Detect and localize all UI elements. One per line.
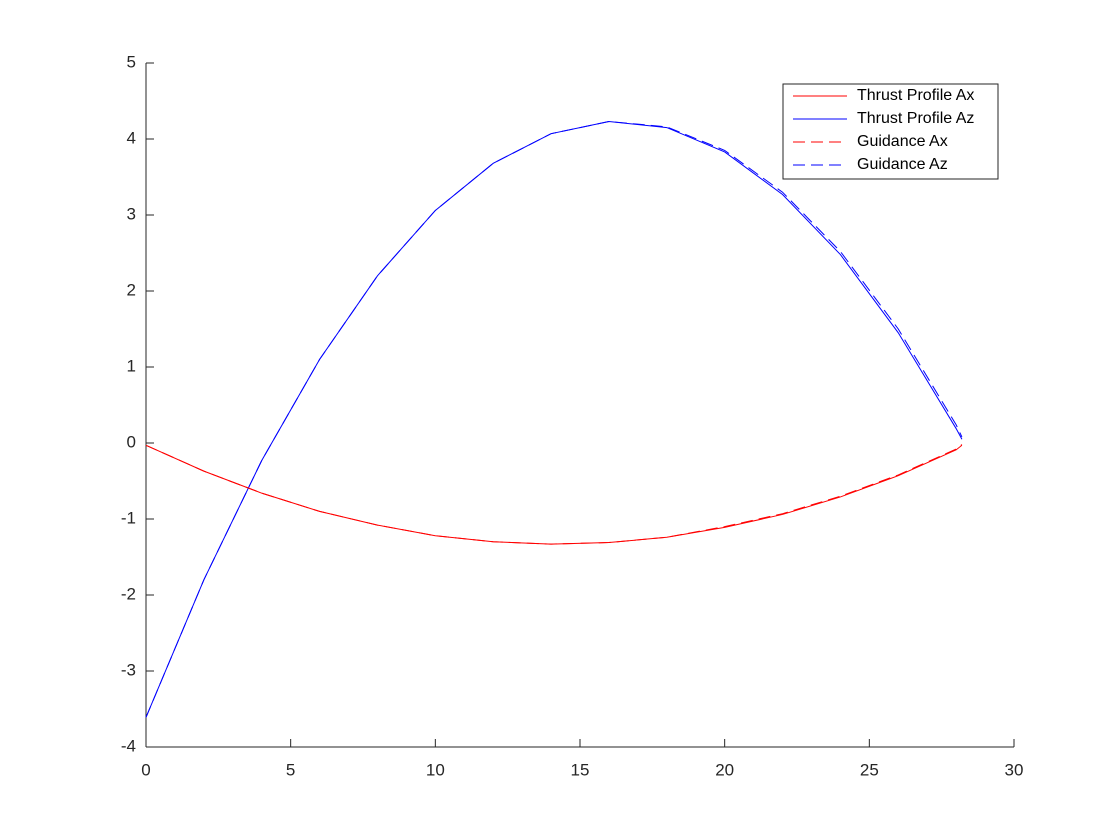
- legend-label: Thrust Profile Az: [857, 110, 974, 127]
- y-tick-label: -1: [121, 508, 136, 527]
- legend-label: Guidance Ax: [857, 133, 948, 150]
- y-tick-label: 3: [127, 204, 136, 223]
- x-tick-label: 20: [715, 760, 734, 779]
- legend-box: [782, 83, 999, 180]
- legend-label: Thrust Profile Ax: [857, 87, 974, 104]
- y-tick-label: 0: [127, 432, 136, 451]
- series-line: [145, 121, 963, 718]
- x-tick-label: 25: [860, 760, 879, 779]
- y-tick-label: -3: [121, 660, 136, 679]
- y-tick-label: 2: [127, 280, 136, 299]
- y-tick-label: 5: [127, 52, 136, 71]
- legend: Thrust Profile Ax Thrust Profile Az Guidan…: [782, 83, 999, 180]
- y-tick-label: -2: [121, 584, 136, 603]
- series-line: [145, 444, 963, 545]
- y-tick-label: 4: [127, 128, 136, 147]
- legend-label: Guidance Az: [857, 156, 948, 173]
- x-tick-label: 5: [286, 760, 295, 779]
- x-tick-label: 10: [426, 760, 445, 779]
- x-tick-label: 30: [1005, 760, 1024, 779]
- y-tick-label: -4: [121, 736, 136, 755]
- x-tick-label: 15: [571, 760, 590, 779]
- y-tick-label: 1: [127, 356, 136, 375]
- x-tick-label: 0: [141, 760, 150, 779]
